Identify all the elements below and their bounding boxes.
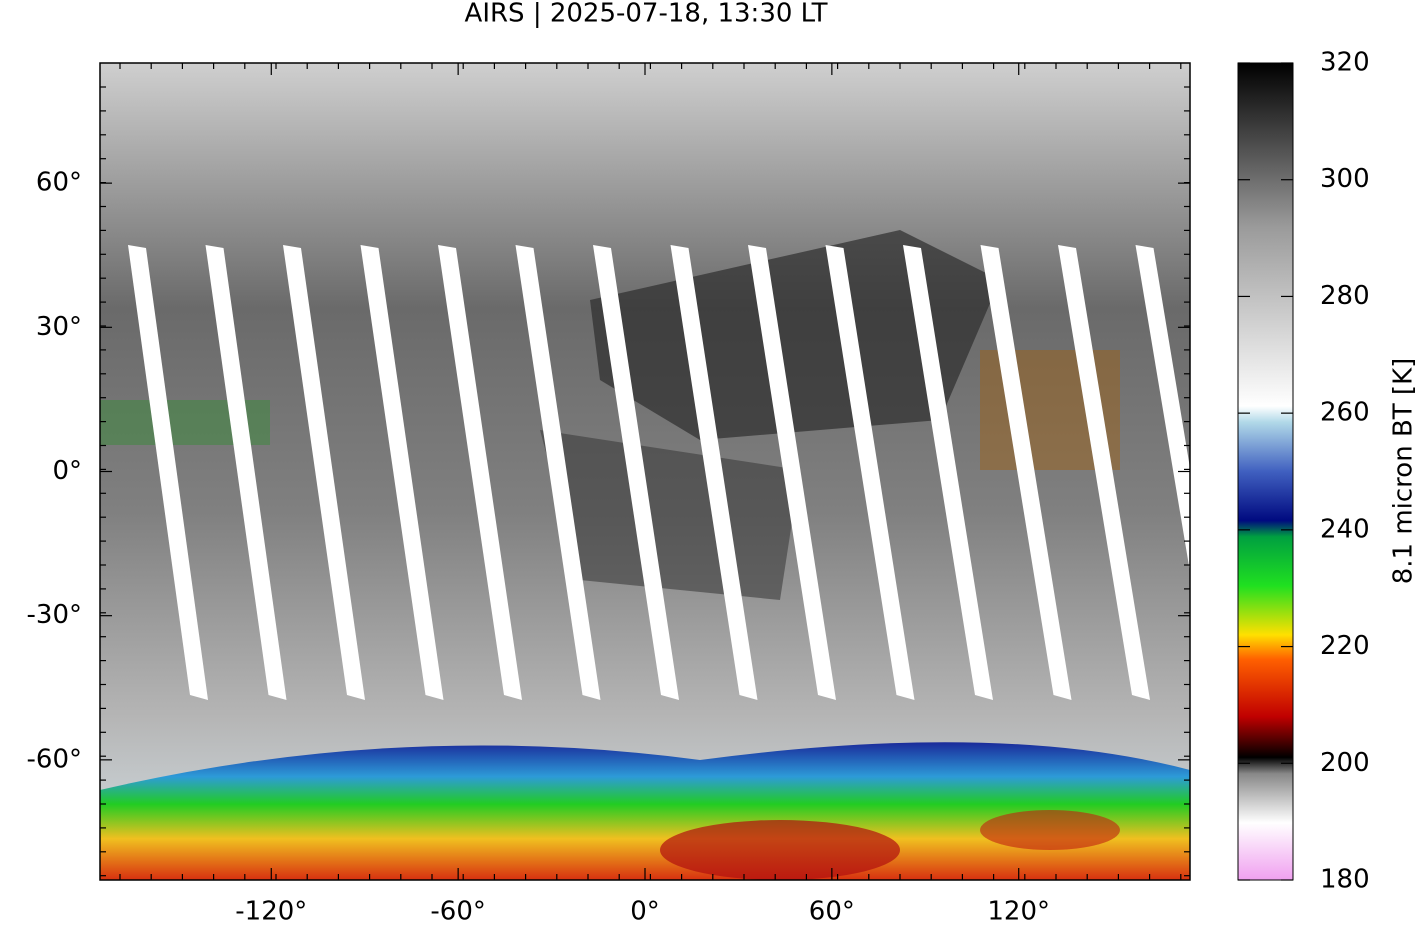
orbit-gap — [1135, 245, 1190, 572]
x-tick-label: -60° — [430, 897, 485, 927]
colorbar-tick-label: 300 — [1320, 164, 1370, 194]
orbit-gap — [438, 245, 522, 700]
orbit-gap — [593, 245, 679, 700]
orbit-gap — [825, 245, 915, 700]
x-tick-label: 0° — [630, 897, 660, 927]
x-tick-label: 120° — [987, 897, 1050, 927]
orbit-gap — [980, 245, 1072, 700]
orbit-gap — [205, 245, 287, 700]
orbit-gap — [360, 245, 444, 700]
y-tick-label: 60° — [36, 168, 82, 198]
orbit-gap — [515, 245, 601, 700]
map-image — [100, 63, 1190, 880]
orbit-gap — [670, 245, 758, 700]
title: AIRS | 2025-07-18, 13:30 LT — [465, 0, 828, 29]
colorbar-tick-label: 280 — [1320, 281, 1370, 311]
y-tick-label: 30° — [36, 312, 82, 342]
colorbar-tick-label: 320 — [1320, 48, 1370, 78]
y-tick-label: -30° — [27, 600, 82, 630]
x-tick-label: -120° — [235, 897, 307, 927]
orbit-gap — [128, 245, 208, 700]
colorbar — [1237, 62, 1294, 881]
colorbar-tick-label: 260 — [1320, 398, 1370, 428]
orbit-gap — [748, 245, 836, 700]
colorbar-tick-label: 220 — [1320, 631, 1370, 661]
orbit-gap — [1058, 245, 1150, 700]
colorbar-tick-label: 240 — [1320, 514, 1370, 544]
colorbar-tick-label: 180 — [1320, 865, 1370, 895]
colorbar-label: 8.1 micron BT [K] — [1389, 358, 1419, 585]
y-tick-label: 0° — [52, 456, 82, 486]
colorbar-tick-label: 200 — [1320, 748, 1370, 778]
orbit-gap — [903, 245, 993, 700]
x-tick-label: 60° — [809, 897, 855, 927]
y-tick-label: -60° — [27, 744, 82, 774]
orbit-gap — [283, 245, 365, 700]
